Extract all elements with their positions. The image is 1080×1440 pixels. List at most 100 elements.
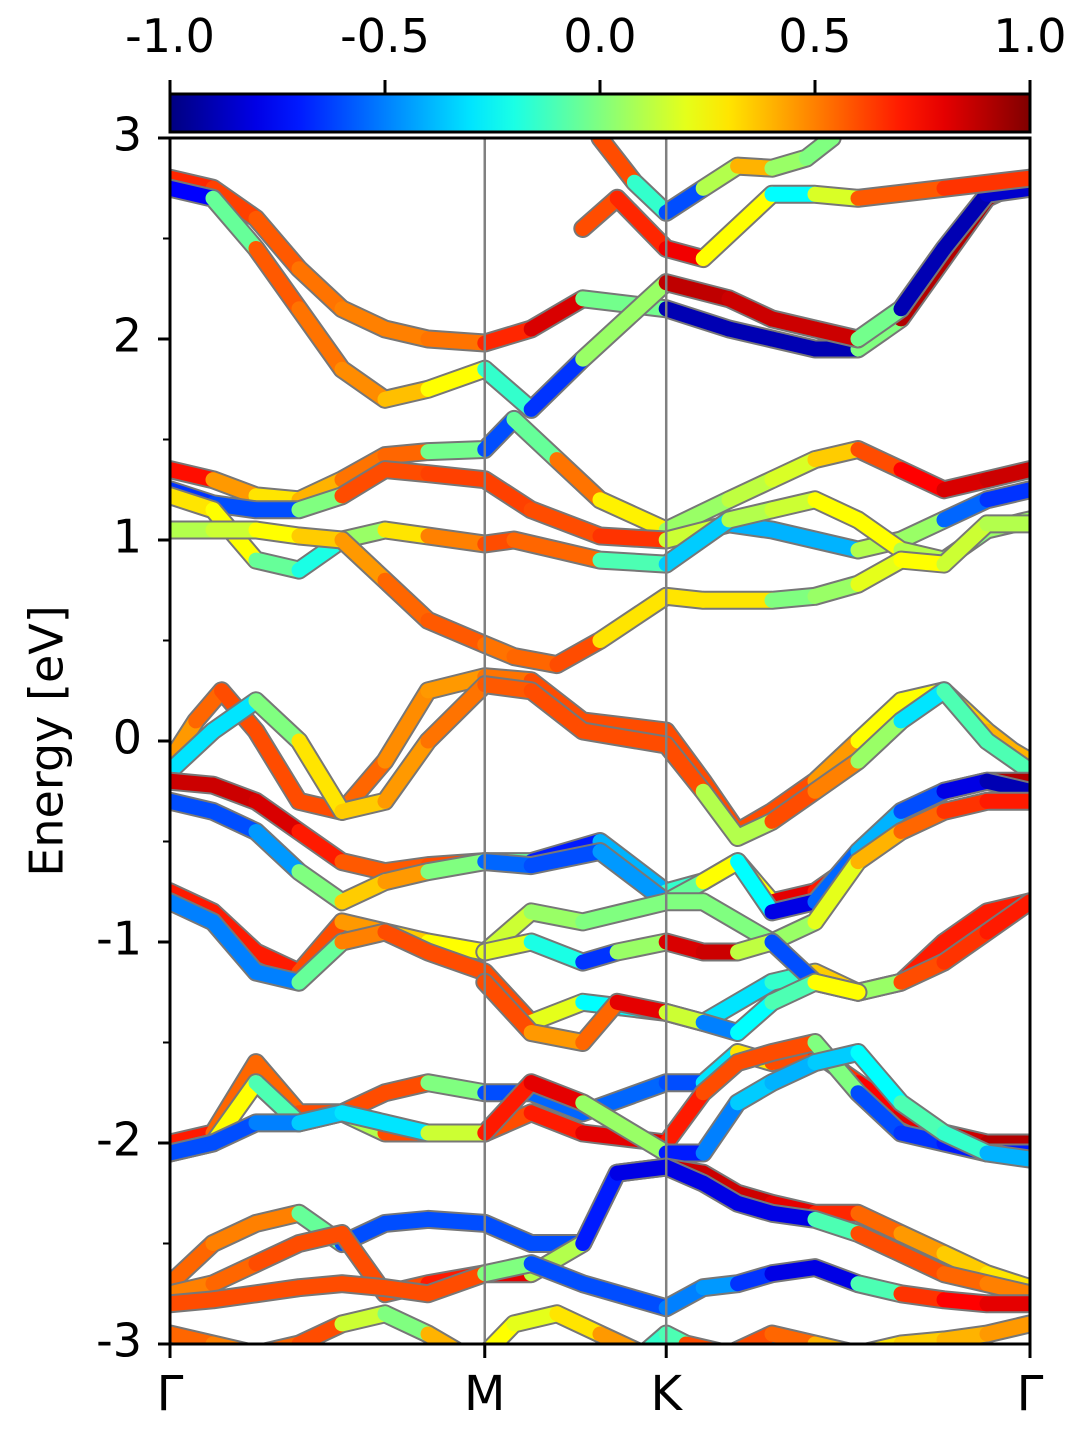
band-segment (420, 669, 493, 699)
band-segment (732, 1326, 780, 1344)
band-segment (523, 994, 591, 1030)
band-segment (334, 448, 393, 488)
band-segment (658, 737, 711, 799)
band-segment (592, 138, 642, 190)
band-15 (475, 972, 868, 1052)
band-segment (477, 1215, 539, 1251)
y-tick-label: 0 (113, 711, 142, 765)
band-segment (893, 462, 952, 498)
band-2 (573, 168, 1030, 269)
band-segment (893, 783, 952, 819)
band-segment (936, 170, 1030, 196)
high-symmetry-lines (483, 138, 668, 1344)
band-23 (481, 1304, 1030, 1344)
band-segment (979, 1276, 1030, 1302)
band-segment (420, 854, 493, 880)
band-segment (850, 552, 909, 592)
x-tick-label: Γ (1017, 1366, 1044, 1422)
band-segment (205, 1256, 264, 1292)
band-segment (936, 1125, 995, 1161)
band-segment (850, 512, 909, 558)
band-segment (506, 411, 565, 468)
band-segment (549, 633, 608, 673)
band-segment (807, 854, 866, 930)
band-segment (936, 924, 995, 970)
band-segment (979, 482, 1030, 508)
band-segment (695, 1055, 746, 1101)
band-segment (248, 241, 307, 317)
band-segment (575, 1276, 674, 1316)
band-segment (575, 1165, 625, 1251)
band-segment (979, 180, 1030, 202)
band-segment (695, 1095, 746, 1161)
band-segment (549, 452, 608, 508)
band-segment (609, 994, 674, 1020)
band-segment (377, 924, 436, 960)
band-segment (936, 516, 995, 572)
band-segment (477, 974, 539, 1040)
band-segment (609, 934, 674, 960)
band-segment (477, 934, 539, 960)
band-segment (850, 713, 909, 769)
band-segment (850, 1205, 909, 1241)
band-segment (420, 1075, 493, 1101)
band-21 (170, 1254, 1030, 1318)
band-segment (377, 572, 436, 628)
band-segment (377, 1306, 436, 1342)
band-segment (893, 512, 952, 548)
band-segment (523, 1075, 591, 1111)
band-segment (575, 994, 625, 1050)
band-segment (658, 1085, 711, 1151)
band-segment (850, 180, 952, 206)
band-segment (730, 854, 780, 920)
band-segment (936, 1246, 995, 1282)
band-segment (721, 291, 780, 327)
band-segment (893, 803, 952, 839)
band-segment (807, 974, 866, 1000)
band-segment (291, 864, 350, 910)
band-segment (248, 793, 307, 839)
band-segment (523, 502, 608, 544)
x-tick-label: K (650, 1366, 683, 1422)
band-segment (850, 824, 909, 870)
band-segment (893, 1246, 952, 1282)
band-segment (979, 733, 1030, 779)
band-segment (477, 472, 539, 518)
y-tick-label: -2 (96, 1113, 142, 1167)
band-segment (291, 934, 350, 990)
band-segment (420, 361, 493, 397)
band-segment (575, 190, 625, 236)
colorbar-tick-label: -1.0 (125, 9, 215, 63)
band-3 (590, 138, 842, 222)
band-segment (477, 321, 539, 351)
colorbar-ticks: -1.0 -0.5 0.0 0.5 1.0 (125, 9, 1067, 94)
band-segment (248, 723, 307, 809)
band-segment (523, 904, 591, 930)
band-segment (730, 994, 780, 1040)
band-segment (291, 261, 350, 317)
band-segment (205, 693, 264, 739)
band-segment (695, 783, 746, 845)
colorbar-tick-label: -0.5 (340, 9, 430, 63)
band-segment (334, 874, 393, 910)
band-segment (170, 894, 221, 930)
y-tick-label: 1 (113, 510, 142, 564)
band-segment (523, 934, 591, 970)
band-segment (695, 974, 780, 1030)
band-segment (420, 934, 493, 960)
band-segment (334, 301, 393, 337)
band-segment (893, 954, 952, 990)
band-segment (592, 552, 674, 572)
band-segment (420, 466, 493, 488)
band-segment (658, 492, 737, 538)
band-22 (170, 1304, 465, 1344)
band-segment (592, 528, 674, 548)
band-segment (575, 275, 674, 367)
colorbar: -1.0 -0.5 0.0 0.5 1.0 (125, 9, 1067, 134)
band-segment (420, 442, 493, 460)
band-segment (893, 683, 952, 729)
band-segment (477, 1256, 539, 1282)
band-segment (592, 492, 674, 538)
band-segment (334, 361, 393, 407)
